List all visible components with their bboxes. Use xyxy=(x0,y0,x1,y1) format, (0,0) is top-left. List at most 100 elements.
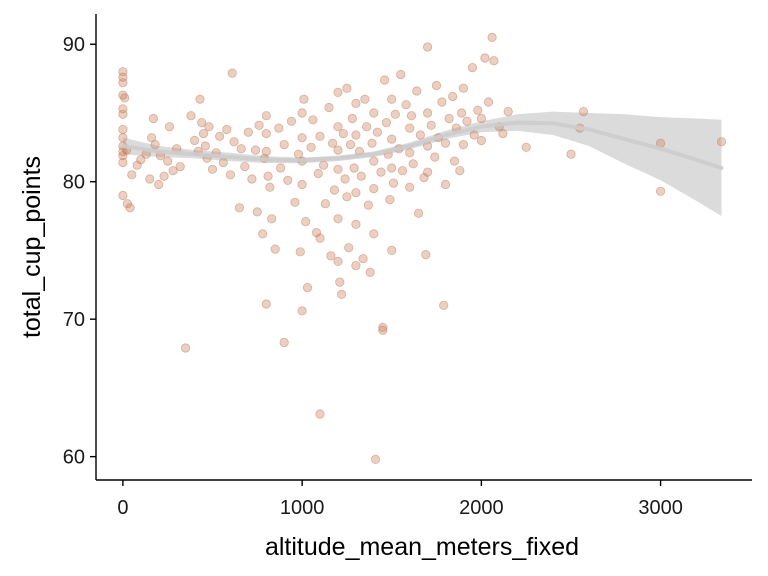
data-point xyxy=(351,219,361,229)
x-axis-title: altitude_mean_meters_fixed xyxy=(265,533,579,561)
data-point xyxy=(252,207,262,217)
data-point xyxy=(306,142,316,152)
data-point xyxy=(299,94,309,104)
data-point xyxy=(258,229,268,239)
data-point xyxy=(243,127,253,137)
data-point xyxy=(421,250,431,260)
data-point xyxy=(521,142,531,152)
data-point xyxy=(342,192,352,202)
smooth-line xyxy=(120,120,724,170)
data-point xyxy=(369,108,379,118)
y-tick-label: 90 xyxy=(63,34,85,56)
data-point xyxy=(286,116,296,126)
data-point xyxy=(118,109,128,119)
y-tick-label: 60 xyxy=(63,447,85,469)
data-point xyxy=(483,97,494,107)
data-point xyxy=(448,91,458,102)
data-point xyxy=(345,140,356,150)
data-point xyxy=(195,94,205,104)
data-point xyxy=(361,122,372,132)
data-point xyxy=(222,124,232,135)
data-point xyxy=(376,167,386,177)
data-point xyxy=(326,251,336,261)
data-point xyxy=(449,156,460,166)
data-point xyxy=(175,162,185,172)
data-point xyxy=(431,80,442,91)
data-point xyxy=(261,146,271,157)
data-point xyxy=(198,129,209,139)
data-point xyxy=(240,162,250,172)
data-point xyxy=(381,118,391,128)
data-point xyxy=(200,141,210,151)
data-point xyxy=(363,200,373,210)
data-point xyxy=(301,217,311,227)
data-point xyxy=(458,83,468,93)
data-point xyxy=(125,203,135,213)
points-layer xyxy=(118,32,727,464)
x-tick-label: 0 xyxy=(117,497,128,519)
data-point xyxy=(218,157,228,168)
data-point xyxy=(297,108,307,118)
data-point xyxy=(401,100,411,110)
data-point xyxy=(333,122,343,132)
data-point xyxy=(215,131,225,141)
data-point xyxy=(324,102,334,113)
data-point xyxy=(419,173,429,183)
data-point xyxy=(369,156,379,166)
data-point xyxy=(333,164,343,174)
data-point xyxy=(342,83,352,93)
data-point xyxy=(136,155,146,165)
data-point xyxy=(163,156,173,166)
data-point xyxy=(297,179,307,190)
data-point xyxy=(118,151,128,161)
data-point xyxy=(275,163,286,173)
data-point xyxy=(455,166,465,176)
data-point xyxy=(118,124,128,135)
data-point xyxy=(197,118,207,128)
data-point xyxy=(405,182,415,192)
data-point xyxy=(150,140,160,150)
data-point xyxy=(489,56,499,66)
data-point xyxy=(297,306,307,316)
data-point xyxy=(498,129,508,139)
data-point xyxy=(440,179,451,190)
data-point xyxy=(308,115,318,125)
data-point xyxy=(154,179,164,190)
data-point xyxy=(387,94,397,104)
data-point xyxy=(263,171,273,181)
data-point xyxy=(397,166,408,176)
data-point xyxy=(190,135,200,146)
data-point xyxy=(408,159,418,169)
data-point xyxy=(127,170,137,180)
data-point xyxy=(274,123,284,133)
data-point xyxy=(261,299,271,309)
data-point xyxy=(329,185,339,195)
data-point xyxy=(467,62,477,73)
data-point xyxy=(313,168,323,179)
data-point xyxy=(365,267,375,277)
data-point xyxy=(385,195,395,205)
data-point xyxy=(444,113,454,124)
data-point xyxy=(311,228,322,238)
data-point xyxy=(349,163,359,173)
data-point xyxy=(168,166,178,176)
data-point xyxy=(476,113,486,124)
data-point xyxy=(118,78,128,88)
data-point xyxy=(387,134,397,144)
data-point xyxy=(390,109,400,119)
data-point xyxy=(335,277,345,287)
data-point xyxy=(378,325,388,335)
confidence-band xyxy=(122,111,722,217)
data-point xyxy=(344,243,354,253)
data-point xyxy=(265,182,275,192)
x-tick-label: 2000 xyxy=(459,497,504,519)
data-point xyxy=(236,144,246,154)
data-point xyxy=(283,175,293,185)
data-point xyxy=(148,113,158,124)
data-point xyxy=(261,129,271,139)
data-point xyxy=(159,171,169,181)
data-point xyxy=(279,337,289,348)
data-point xyxy=(439,300,449,310)
data-point xyxy=(578,107,589,117)
